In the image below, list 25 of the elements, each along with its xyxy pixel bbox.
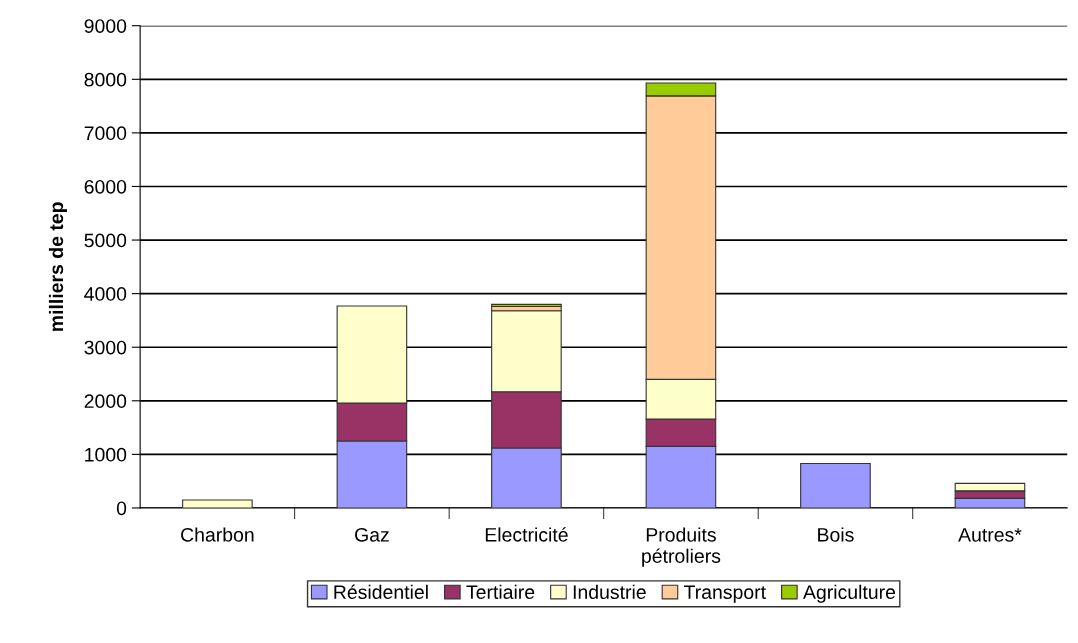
x-tick-label: Charbon [181,527,254,542]
y-tick-label: 3000 [84,340,127,355]
y-tick-label: 1000 [85,447,127,462]
bar [491,303,562,308]
legend-label: Tertiaire [466,584,535,600]
x-tick-label: Autres* [958,528,1022,542]
bar [800,462,871,508]
legend-label: Résidentiel [334,584,428,600]
legend-label: Agriculture [803,584,896,603]
y-tick-label: 6000 [84,179,127,194]
y-tick-label: 2000 [84,394,127,409]
y-tick-label: 9000 [84,19,127,33]
y-axis-title: milliers de tep [48,202,68,331]
legend-label: Industrie [573,584,646,600]
y-tick-label: 8000 [84,72,127,87]
bar [182,499,253,508]
y-tick-label: 5000 [84,233,127,248]
y-tick-label: 7000 [84,126,127,141]
y-tick-label: 4000 [84,287,127,301]
x-tick-label: Produits pétroliers [642,527,721,567]
y-tick-label: 0 [116,501,127,516]
x-tick-label: Bois [818,527,854,542]
x-tick-label: Gaz [355,527,389,542]
legend-label: Transport [684,585,766,603]
x-tick-label: Electricité [485,527,568,542]
